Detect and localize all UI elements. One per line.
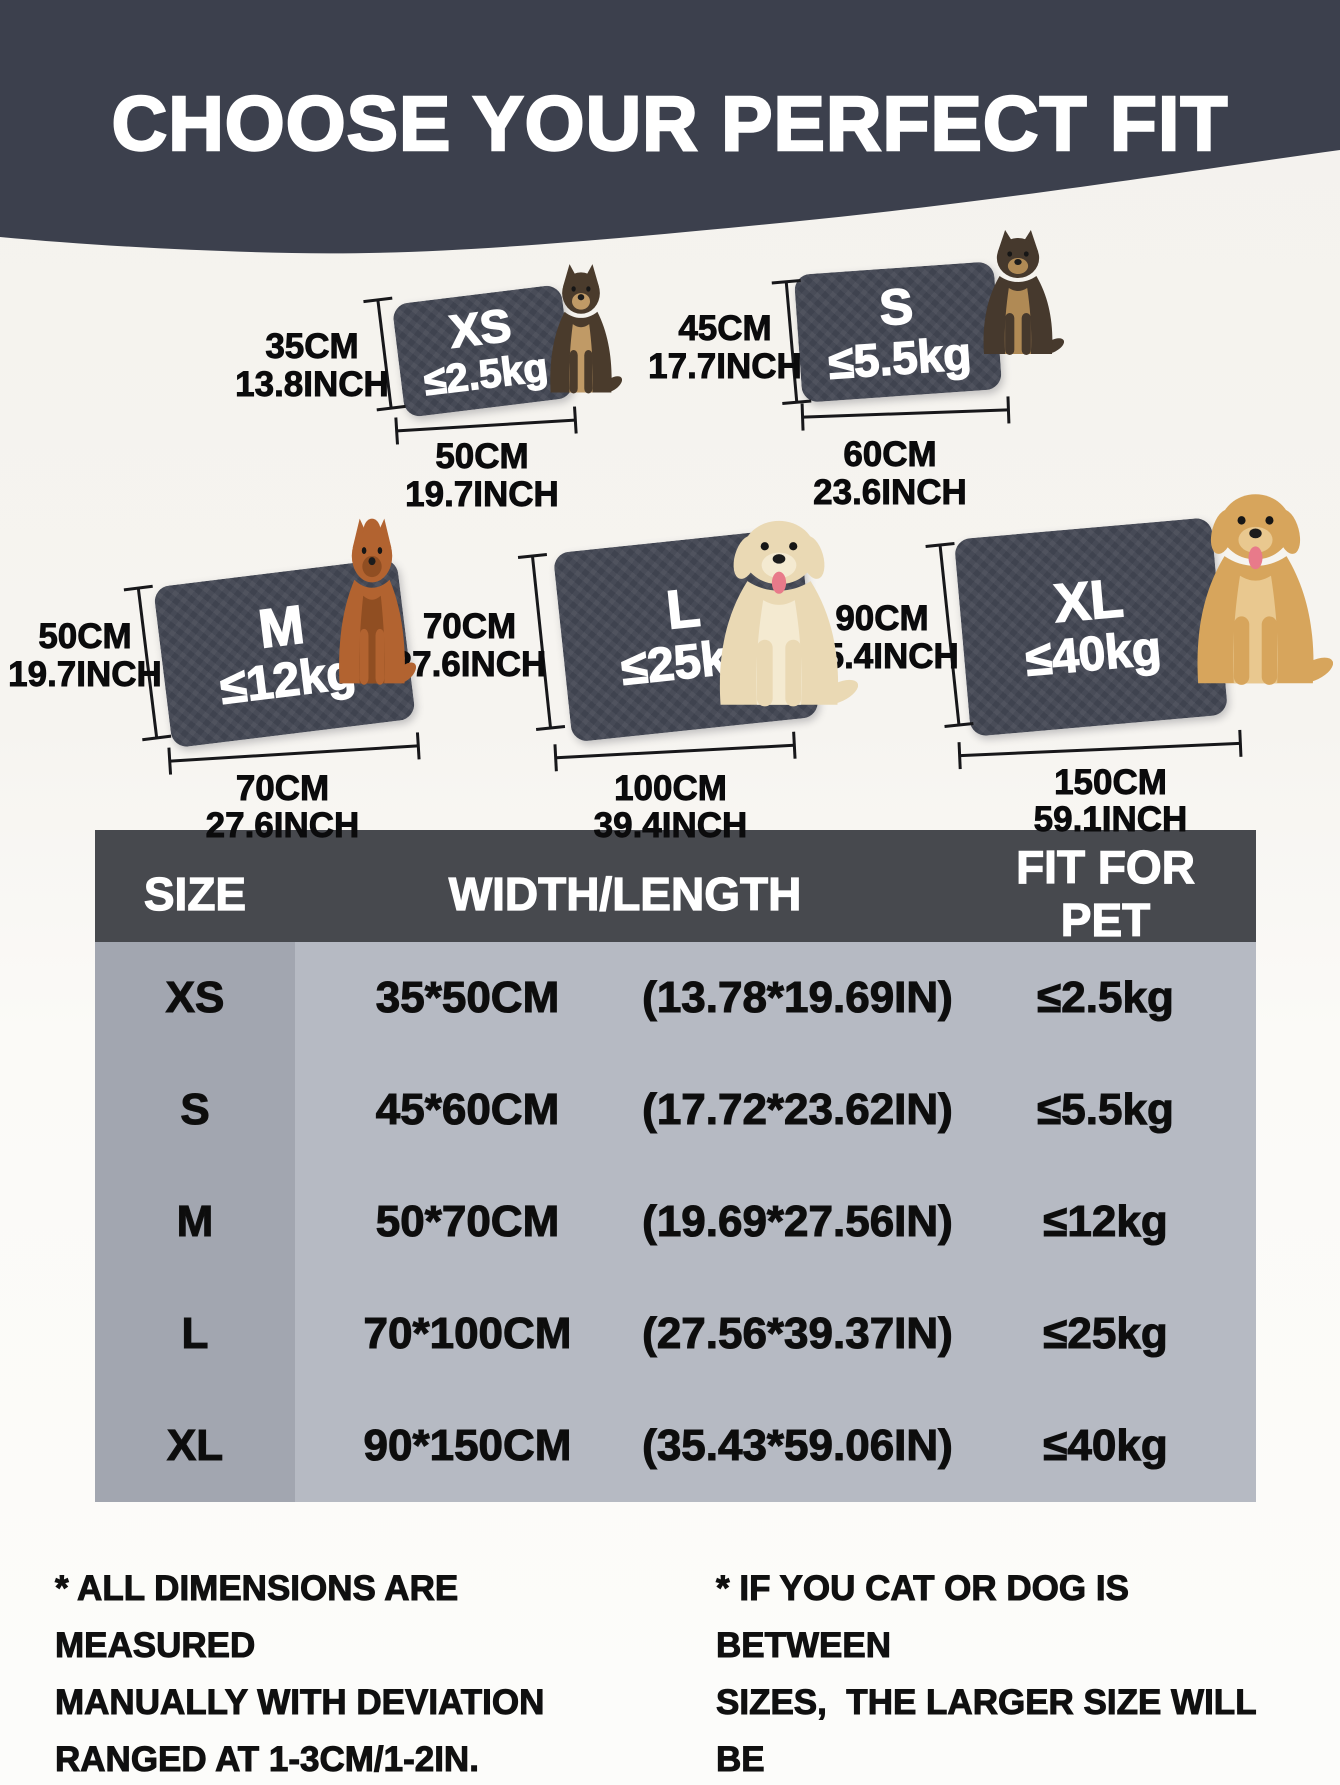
width-label: 70CM 27.6INCH	[205, 769, 360, 845]
mat-size-label: XS	[446, 298, 515, 359]
height-label: 50CM 19.7INCH	[8, 617, 163, 694]
table-cell-fit: ≤2.5kg	[955, 942, 1256, 1054]
mat-weight-label: ≤2.5kg	[421, 345, 551, 405]
table-cell-size: XS	[95, 942, 295, 1054]
width-label: 60CM 23.6INCH	[813, 435, 968, 512]
table-cell-size: S	[95, 1054, 295, 1166]
table-cell-cm: 35*50CM	[295, 942, 640, 1054]
measurement-deviation-note: * ALL DIMENSIONS ARE MEASURED MANUALLY W…	[55, 1569, 545, 1780]
mat-size-label: M	[254, 593, 308, 660]
s-mat: S ≤5.5kg	[793, 261, 1003, 403]
width-label: 50CM 19.7INCH	[405, 437, 560, 514]
table-cell-fit: ≤5.5kg	[955, 1054, 1256, 1166]
l-dog-image	[719, 520, 858, 707]
table-cell-inch: (19.69*27.56IN)	[640, 1166, 955, 1278]
table-cell-inch: (13.78*19.69IN)	[640, 942, 955, 1054]
mat-weight-label: ≤40kg	[1023, 621, 1164, 687]
table-cell-cm: 50*70CM	[295, 1166, 640, 1278]
between-sizes-note: * IF YOU CAT OR DOG IS BETWEEN SIZES, TH…	[716, 1569, 1257, 1780]
table-cell-size: L	[95, 1278, 295, 1390]
table-cell-fit: ≤25kg	[955, 1278, 1256, 1390]
column-header-fit-for-pet: FIT FOR PET	[955, 830, 1256, 958]
table-cell-cm: 70*100CM	[295, 1278, 640, 1390]
mat-size-label: L	[663, 576, 704, 641]
mat-size-label: XL	[1051, 567, 1127, 634]
size-table: SIZE WIDTH/LENGTH FIT FOR PET XS 35*50CM…	[95, 830, 1256, 1502]
table-cell-inch: (27.56*39.37IN)	[640, 1278, 955, 1390]
mat-size-label: S	[877, 277, 916, 337]
page-title: CHOOSE YOUR PERFECT FIT	[110, 80, 1229, 168]
xl-dog-image	[1197, 494, 1333, 685]
table-cell-size: M	[95, 1166, 295, 1278]
table-cell-size: XL	[95, 1390, 295, 1502]
mat-weight-label: ≤5.5kg	[826, 326, 974, 389]
column-header-width-length: WIDTH/LENGTH	[295, 830, 955, 958]
width-dimension-line	[397, 418, 575, 433]
table-cell-cm: 90*150CM	[295, 1390, 640, 1502]
banner-wave-background	[0, 0, 1340, 254]
height-label: 45CM 17.7INCH	[648, 309, 803, 386]
s-dog-image	[983, 230, 1064, 355]
width-label: 100CM 39.4INCH	[593, 769, 748, 845]
table-cell-cm: 45*60CM	[295, 1054, 640, 1166]
m-dog-image	[339, 518, 416, 685]
table-cell-fit: ≤40kg	[955, 1390, 1256, 1502]
xs-dog-image	[550, 264, 622, 394]
table-cell-inch: (35.43*59.06IN)	[640, 1390, 955, 1502]
table-cell-inch: (17.72*23.62IN)	[640, 1054, 955, 1166]
height-label: 35CM 13.8INCH	[235, 327, 390, 404]
table-cell-fit: ≤12kg	[955, 1166, 1256, 1278]
column-header-size: SIZE	[95, 830, 295, 958]
height-label: 70CM 27.6INCH	[392, 607, 547, 684]
width-label: 150CM 59.1INCH	[1033, 763, 1188, 839]
width-dimension-line	[803, 408, 1008, 419]
